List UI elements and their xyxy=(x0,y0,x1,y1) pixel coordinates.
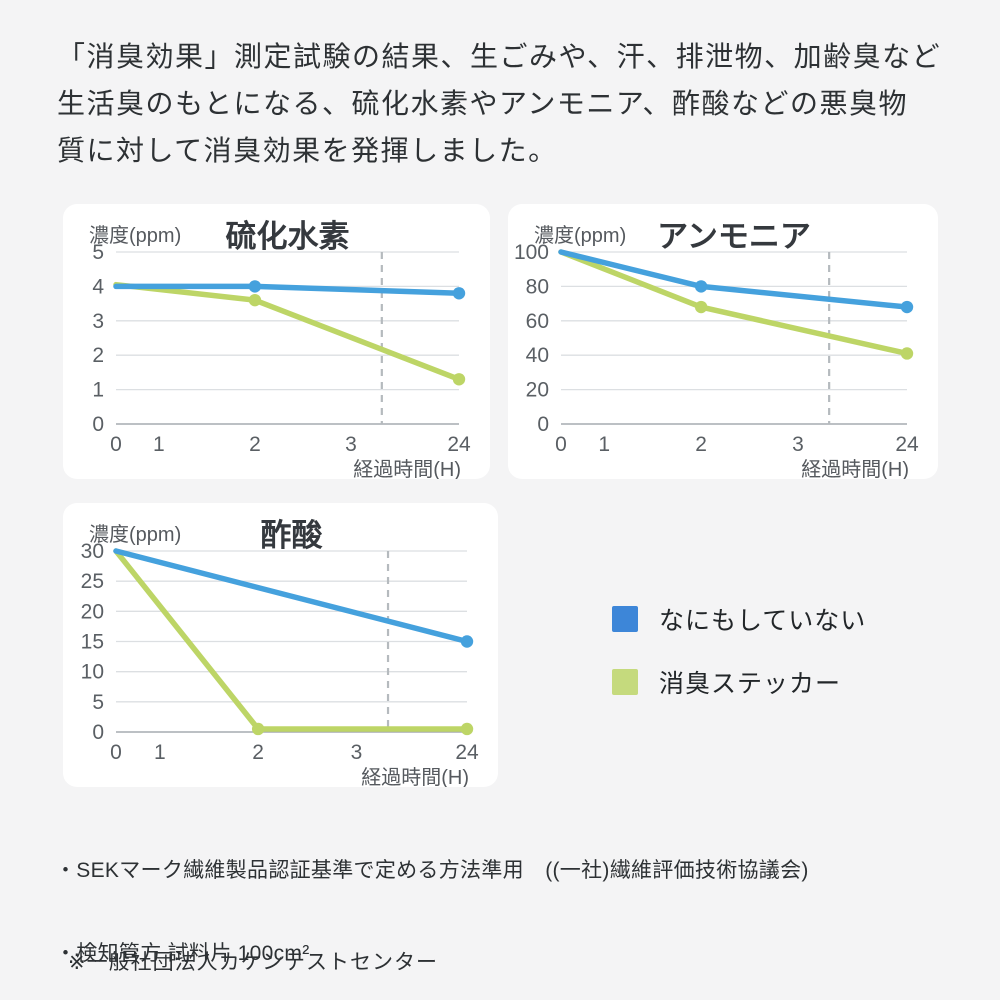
test-method-notes: ・SEKマーク繊維製品認証基準で定める方法準用 ((一社)繊維評価技術協議会) … xyxy=(55,802,903,1000)
series-0 xyxy=(113,280,466,300)
chart-title: 酢酸 xyxy=(261,518,324,553)
x-tick-label: 24 xyxy=(895,433,919,456)
note-line: ・SEKマーク繊維製品認証基準で定める方法準用 ((一社)繊維評価技術協議会) xyxy=(55,859,809,882)
chart-card-hydrogen-sulfide: 濃度(ppm) 硫化水素 0 1 2 3 4 5 0 1 2 3 24 経過時間(H) xyxy=(63,204,490,479)
y-tick-label: 10 xyxy=(81,661,104,684)
legend-swatch-0 xyxy=(612,606,638,632)
x-tick-label: 3 xyxy=(345,433,357,456)
legend: なにもしていない 消臭ステッカー xyxy=(612,601,866,727)
chart-card-ammonia: 濃度(ppm) アンモニア 0 20 40 60 80 100 0 1 2 3 24 経過時間(H) xyxy=(508,204,938,479)
y-axis-label: 濃度(ppm) xyxy=(89,523,181,546)
legend-swatch-1 xyxy=(612,669,638,695)
y-tick-label: 25 xyxy=(81,570,104,593)
chart-title: アンモニア xyxy=(657,219,811,254)
x-tick-label: 3 xyxy=(792,433,804,456)
y-tick-label: 60 xyxy=(526,310,549,333)
x-tick-label: 0 xyxy=(555,433,567,456)
gridlines xyxy=(116,251,459,391)
series-1 xyxy=(113,281,466,386)
data-point-marker xyxy=(694,300,708,314)
data-point-marker xyxy=(460,722,474,736)
y-tick-label: 4 xyxy=(92,275,104,298)
y-tick-label: 20 xyxy=(81,600,104,623)
x-tick-label: 24 xyxy=(455,741,479,764)
data-point-marker xyxy=(452,287,466,300)
series-0 xyxy=(558,249,914,314)
y-tick-label: 100 xyxy=(514,241,549,264)
x-tick-label: 0 xyxy=(110,433,122,456)
legend-label: 消臭ステッカー xyxy=(659,670,842,698)
y-axis-label: 濃度(ppm) xyxy=(89,224,181,247)
data-point-marker xyxy=(900,300,914,314)
x-tick-label: 2 xyxy=(695,433,707,456)
legend-item-untreated: なにもしていない xyxy=(612,601,866,637)
x-tick-label: 1 xyxy=(153,433,165,456)
y-tick-label: 0 xyxy=(537,413,549,436)
x-tick-label: 0 xyxy=(110,741,122,764)
data-point-marker xyxy=(460,635,474,648)
y-tick-label: 5 xyxy=(92,241,104,264)
data-point-marker xyxy=(694,280,708,293)
data-point-marker xyxy=(251,722,265,736)
y-tick-label: 0 xyxy=(92,721,104,744)
y-tick-label: 2 xyxy=(92,344,104,367)
x-tick-label: 24 xyxy=(447,433,471,456)
y-axis-label: 濃度(ppm) xyxy=(534,224,626,247)
note-line: ・検知管方 試料片 100cm² xyxy=(55,941,310,965)
series-1 xyxy=(113,548,474,736)
legend-label: なにもしていない xyxy=(659,607,867,635)
data-point-marker xyxy=(900,347,914,360)
chart-card-acetic-acid: 濃度(ppm) 酢酸 0 5 10 15 20 25 30 0 1 2 3 24 経過時間(H) xyxy=(63,503,498,787)
x-tick-label: 1 xyxy=(154,741,166,764)
x-axis-label: 経過時間(H) xyxy=(353,458,461,479)
intro-line: 「消臭効果」測定試験の結果、生ごみや、汗、排泄物、加齢臭など xyxy=(57,41,942,72)
intro-text: 「消臭効果」測定試験の結果、生ごみや、汗、排泄物、加齢臭など 生活臭のもとになる… xyxy=(57,33,941,174)
intro-line: 質に対して消臭効果を発揮しました。 xyxy=(57,135,558,166)
x-axis-label: 経過時間(H) xyxy=(361,766,469,787)
y-tick-label: 3 xyxy=(92,310,104,333)
x-tick-label: 2 xyxy=(249,433,261,456)
y-tick-label: 1 xyxy=(92,379,104,402)
y-tick-label: 15 xyxy=(81,631,104,654)
y-tick-label: 5 xyxy=(92,691,104,714)
x-tick-label: 3 xyxy=(351,741,363,764)
data-point-marker xyxy=(248,293,262,307)
y-tick-label: 40 xyxy=(526,344,549,367)
data-point-marker xyxy=(248,280,262,293)
series-line xyxy=(113,281,462,383)
gridlines xyxy=(561,251,907,391)
intro-line: 生活臭のもとになる、硫化水素やアンモニア、酢酸などの悪臭物 xyxy=(57,88,909,119)
chart-title: 硫化水素 xyxy=(226,219,350,254)
x-tick-label: 2 xyxy=(252,741,264,764)
y-tick-label: 30 xyxy=(81,540,104,563)
x-axis-label: 経過時間(H) xyxy=(801,458,909,479)
certifier-note: ※一般社団法人カケンテストセンター xyxy=(68,951,438,974)
series-line xyxy=(113,548,470,645)
legend-item-deodorant-sticker: 消臭ステッカー xyxy=(612,664,866,700)
y-tick-label: 80 xyxy=(526,275,549,298)
series-line xyxy=(558,249,910,310)
gridlines xyxy=(116,550,467,703)
y-tick-label: 0 xyxy=(92,413,104,436)
data-point-marker xyxy=(452,373,466,386)
series-0 xyxy=(113,548,474,648)
x-tick-label: 1 xyxy=(598,433,610,456)
series-1 xyxy=(558,249,914,360)
y-tick-label: 20 xyxy=(526,379,549,402)
